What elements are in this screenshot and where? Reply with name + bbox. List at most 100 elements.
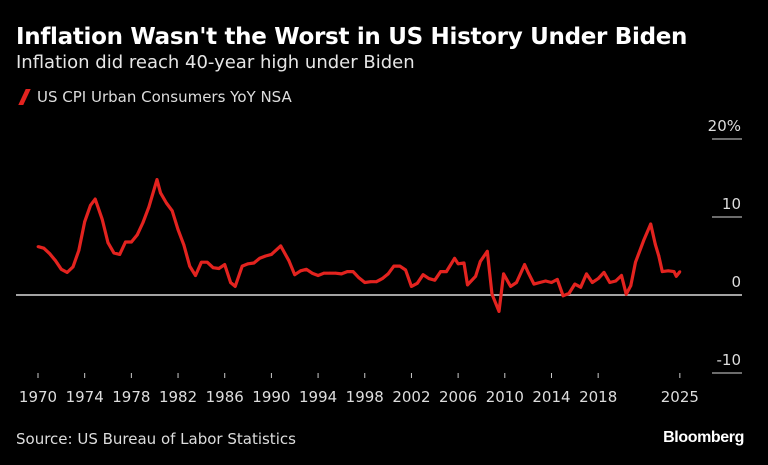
data-point	[65, 270, 69, 274]
data-point	[351, 270, 355, 273]
x-tick-label: 1998	[346, 388, 384, 406]
data-point	[159, 191, 162, 195]
data-point	[375, 280, 378, 284]
data-point	[657, 254, 661, 258]
data-point	[678, 270, 682, 273]
data-point	[252, 261, 256, 265]
data-point	[217, 267, 221, 270]
x-tick-label: 1994	[299, 388, 337, 406]
data-point	[515, 281, 518, 284]
data-point	[299, 269, 302, 273]
data-point	[305, 267, 308, 271]
data-point	[392, 264, 396, 268]
data-point	[83, 220, 87, 224]
bloomberg-logo: Bloomberg	[663, 429, 744, 446]
data-point	[287, 259, 291, 263]
data-point	[199, 260, 203, 264]
data-point	[585, 272, 588, 276]
data-point	[48, 252, 52, 256]
data-point	[634, 260, 637, 264]
data-point	[129, 240, 133, 244]
data-point	[279, 244, 283, 248]
data-point	[649, 222, 653, 226]
x-tick-label: 1974	[66, 388, 104, 406]
data-point	[100, 217, 104, 221]
source-note: Source: US Bureau of Labor Statistics	[16, 430, 296, 448]
chart-subtitle: Inflation did reach 40-year high under B…	[16, 52, 415, 73]
data-point	[386, 272, 390, 276]
data-point	[233, 285, 237, 288]
data-point	[182, 243, 186, 247]
data-point	[363, 281, 367, 284]
data-point	[523, 263, 527, 266]
data-point	[380, 277, 384, 281]
data-point	[453, 256, 457, 260]
data-point	[629, 284, 633, 288]
x-tick-label: 1986	[206, 388, 244, 406]
data-point	[369, 280, 372, 284]
data-point	[118, 253, 122, 256]
data-point	[550, 281, 553, 284]
data-point	[608, 281, 612, 284]
data-point	[398, 264, 402, 268]
data-point	[427, 277, 431, 281]
data-point	[544, 279, 548, 283]
x-tick-label: 1970	[19, 388, 57, 406]
data-point	[246, 262, 250, 266]
data-point	[637, 251, 641, 255]
data-point	[194, 274, 197, 277]
data-point	[620, 274, 623, 277]
data-point	[404, 268, 408, 272]
x-tick-label: 2025	[661, 388, 699, 406]
x-tick-label: 1982	[159, 388, 197, 406]
data-point	[502, 272, 506, 276]
data-point	[672, 270, 676, 273]
data-point	[340, 272, 343, 276]
data-point	[205, 260, 209, 264]
data-point	[147, 205, 151, 209]
data-point	[54, 259, 57, 263]
data-point	[135, 233, 139, 237]
data-point	[666, 269, 670, 273]
x-tick-label: 2010	[486, 388, 524, 406]
data-point	[532, 282, 536, 286]
data-point	[485, 249, 489, 253]
data-point	[322, 271, 326, 275]
data-point	[59, 267, 63, 271]
data-point	[328, 271, 332, 275]
data-point	[42, 246, 46, 250]
x-tick-label: 1978	[112, 388, 150, 406]
y-tick-label: -10	[717, 351, 742, 369]
data-point	[36, 245, 40, 249]
data-point	[478, 260, 482, 263]
x-tick-label: 2006	[439, 388, 477, 406]
x-tick-label: 2014	[532, 388, 570, 406]
legend-label: US CPI Urban Consumers YoY NSA	[37, 88, 292, 106]
data-point	[258, 256, 262, 260]
data-point	[141, 221, 145, 224]
data-point	[445, 270, 448, 273]
data-point	[410, 285, 413, 288]
data-point	[561, 294, 565, 298]
data-point	[229, 281, 232, 284]
y-tick-label: 0	[731, 273, 741, 291]
data-point	[555, 278, 559, 281]
data-point	[474, 274, 478, 278]
data-point	[462, 261, 466, 265]
y-tick-label: 10	[722, 195, 741, 213]
data-point	[433, 278, 437, 282]
data-point	[509, 285, 513, 288]
data-point	[439, 270, 443, 273]
data-point	[155, 178, 159, 181]
data-point	[223, 263, 227, 266]
data-point	[106, 241, 110, 245]
data-point	[466, 283, 469, 287]
data-point	[456, 262, 460, 266]
data-point	[170, 209, 174, 213]
data-point	[357, 276, 361, 280]
data-point	[653, 242, 657, 246]
data-point	[567, 292, 571, 295]
data-point	[415, 281, 419, 285]
data-point	[264, 254, 267, 258]
data-point	[614, 279, 618, 283]
